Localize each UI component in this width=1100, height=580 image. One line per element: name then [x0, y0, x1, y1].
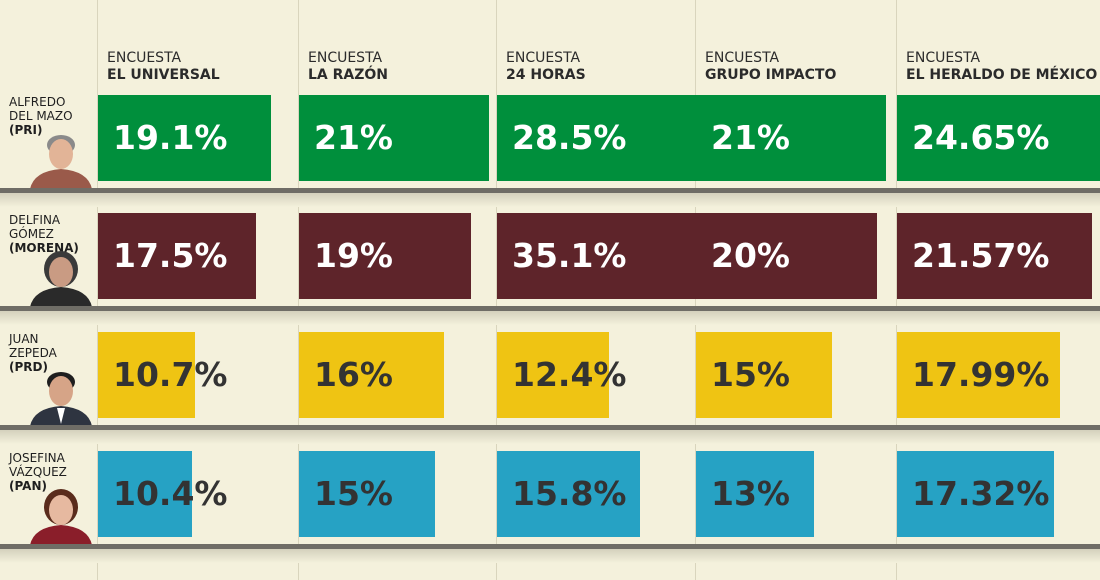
candidate-name: JOSEFINA VÁZQUEZ (PAN) — [9, 451, 67, 493]
column-header-prefix: ENCUESTA — [107, 50, 182, 66]
candidate-name-line: DEL MAZO — [9, 109, 73, 123]
data-label: 12.4% — [512, 355, 627, 394]
data-label: 20% — [711, 236, 790, 275]
separator-shadow — [0, 311, 1100, 325]
data-label: 10.4% — [113, 474, 228, 513]
data-label: 35.1% — [512, 236, 627, 275]
candidate-name-line: VÁZQUEZ — [9, 465, 67, 479]
column-header-source: LA RAZÓN — [308, 67, 389, 83]
candidate-photo-woman-short-hair-portrait — [26, 247, 96, 311]
candidate-name-line: JUAN — [9, 332, 39, 346]
column-header-source: 24 HORAS — [506, 67, 586, 83]
column-header-prefix: ENCUESTA — [906, 50, 981, 66]
separator-shadow — [0, 549, 1100, 563]
data-label: 19.1% — [113, 118, 228, 157]
data-label: 17.5% — [113, 236, 228, 275]
bar-3-1 — [98, 332, 195, 418]
separator-line — [0, 425, 1100, 430]
candidate-name-line: GÓMEZ — [9, 227, 54, 241]
data-label: 21% — [314, 118, 393, 157]
data-label: 24.65% — [912, 118, 1050, 157]
column-header-3: ENCUESTA 24 HORAS — [506, 50, 586, 84]
data-label: 28.5% — [512, 118, 627, 157]
candidate-party: (PRI) — [9, 123, 43, 137]
data-label: 16% — [314, 355, 393, 394]
bar-4-4 — [696, 451, 814, 537]
bar-1-5 — [897, 95, 1100, 181]
data-label: 15.8% — [512, 474, 627, 513]
column-divider — [298, 0, 299, 580]
bar-3-4 — [696, 332, 832, 418]
separator-line — [0, 188, 1100, 193]
bar-2-2 — [299, 213, 471, 299]
data-label: 13% — [711, 474, 790, 513]
bar-1-2 — [299, 95, 489, 181]
candidate-photo-man-suit-portrait — [26, 366, 96, 430]
column-header-2: ENCUESTA LA RAZÓN — [308, 50, 388, 84]
column-header-source: GRUPO IMPACTO — [705, 67, 837, 83]
bar-2-1 — [98, 213, 256, 299]
bar-4-1 — [98, 451, 192, 537]
column-header-5: ENCUESTA EL HERALDO DE MÉXICO — [906, 50, 1097, 84]
candidate-party: (PAN) — [9, 479, 47, 493]
data-label: 21% — [711, 118, 790, 157]
bar-3-2 — [299, 332, 444, 418]
data-label: 17.32% — [912, 474, 1050, 513]
candidate-name-line: ZEPEDA — [9, 346, 57, 360]
candidate-name-line: JOSEFINA — [9, 451, 65, 465]
column-divider — [496, 0, 497, 580]
candidate-photo-woman-portrait — [26, 485, 96, 549]
column-header-1: ENCUESTA EL UNIVERSAL — [107, 50, 220, 84]
separator-shadow — [0, 430, 1100, 444]
candidate-name: JUAN ZEPEDA (PRD) — [9, 332, 57, 374]
column-header-prefix: ENCUESTA — [506, 50, 581, 66]
data-label: 15% — [711, 355, 790, 394]
column-header-4: ENCUESTA GRUPO IMPACTO — [705, 50, 836, 84]
candidate-photo-man-grey-hair-portrait — [26, 129, 96, 193]
data-label: 17.99% — [912, 355, 1050, 394]
candidate-party: (PRD) — [9, 360, 48, 374]
data-label: 21.57% — [912, 236, 1050, 275]
column-divider — [896, 0, 897, 580]
separator-shadow — [0, 193, 1100, 207]
bar-1-1 — [98, 95, 271, 181]
bar-4-2 — [299, 451, 435, 537]
data-label: 15% — [314, 474, 393, 513]
data-label: 19% — [314, 236, 393, 275]
candidate-name-line: ALFREDO — [9, 95, 66, 109]
candidate-name: ALFREDO DEL MAZO (PRI) — [9, 95, 73, 137]
bar-2-4 — [696, 213, 877, 299]
column-header-prefix: ENCUESTA — [705, 50, 780, 66]
bar-3-5 — [897, 332, 1060, 418]
data-label: 10.7% — [113, 355, 228, 394]
candidate-name-line: DELFINA — [9, 213, 61, 227]
column-header-source: EL HERALDO DE MÉXICO — [906, 67, 1098, 83]
bar-4-3 — [497, 451, 640, 537]
bar-4-5 — [897, 451, 1054, 537]
column-header-prefix: ENCUESTA — [308, 50, 383, 66]
bar-2-5 — [897, 213, 1092, 299]
bar-3-3 — [497, 332, 609, 418]
column-divider — [97, 0, 98, 580]
separator-line — [0, 306, 1100, 311]
separator-line — [0, 544, 1100, 549]
bar-1-4 — [696, 95, 886, 181]
column-header-source: EL UNIVERSAL — [107, 67, 220, 83]
